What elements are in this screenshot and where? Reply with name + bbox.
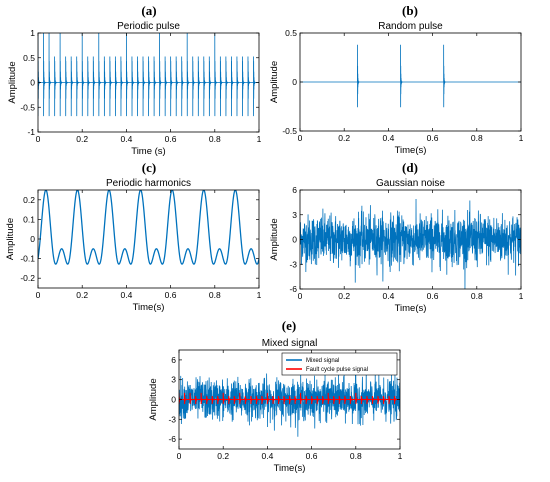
y-tick-label: 0 — [30, 78, 35, 88]
x-tick-label: 0.8 — [350, 451, 362, 461]
x-tick-label: 0 — [177, 451, 182, 461]
x-tick-label: 0.6 — [165, 134, 177, 144]
y-axis-label: Amplitude — [7, 61, 18, 103]
x-tick-label: 0.2 — [338, 133, 350, 143]
series-line — [300, 44, 521, 108]
plot-area — [38, 190, 259, 265]
panel-label: (b) — [402, 3, 418, 18]
y-tick-label: 3 — [292, 210, 297, 220]
legend-box — [281, 352, 398, 376]
x-tick-label: 1 — [257, 134, 262, 144]
chart-title: Mixed signal — [262, 338, 318, 349]
series-line — [300, 198, 521, 289]
plot-area — [179, 369, 400, 437]
x-tick-label: 0.4 — [382, 133, 394, 143]
plot-area — [300, 198, 521, 289]
x-tick-label: 1 — [519, 291, 524, 301]
x-tick-label: 0.2 — [76, 290, 88, 300]
x-axis-label: Time(s) — [274, 463, 306, 474]
x-axis-label: Time(s) — [395, 303, 427, 314]
y-tick-label: -0.5 — [20, 102, 35, 112]
y-tick-label: 0 — [171, 395, 176, 405]
legend-entry: Mixed signal — [306, 358, 339, 364]
x-tick-label: 0.6 — [306, 451, 318, 461]
panel-label: (c) — [142, 160, 156, 175]
panel-e: (e) Mixed signal 0 0.2 0.4 0.6 0.8 1 -6 -3 0 3 6 Time… — [148, 318, 403, 474]
x-tick-label: 0.8 — [471, 133, 483, 143]
y-tick-label: -0.2 — [20, 273, 35, 283]
x-tick-label: 0.6 — [427, 133, 439, 143]
x-tick-label: 0.8 — [209, 290, 221, 300]
chart-title: Periodic harmonics — [106, 178, 191, 189]
y-tick-label: -3 — [168, 414, 176, 424]
chart-title: Periodic pulse — [117, 21, 180, 32]
y-axis-label: Amplitude — [148, 378, 159, 420]
y-tick-label: -1 — [27, 127, 35, 137]
y-axis-label: Amplitude — [5, 218, 16, 260]
x-tick-label: 0 — [298, 133, 303, 143]
series-line-1 — [179, 392, 400, 404]
x-axis-label: Time(s) — [395, 145, 427, 156]
y-axis-label: Amplitude — [269, 61, 280, 103]
panel-label: (a) — [141, 3, 156, 18]
x-tick-label: 0 — [36, 290, 41, 300]
x-tick-label: 1 — [519, 133, 524, 143]
y-tick-label: -6 — [168, 434, 176, 444]
x-tick-label: 0 — [36, 134, 41, 144]
panel-d: (d) Gaussian noise 0 0.2 0.4 0.6 0.8 1 -6 -3 0 3 6 Ti… — [269, 160, 524, 314]
x-tick-label: 1 — [257, 290, 262, 300]
x-tick-label: 0 — [298, 291, 303, 301]
y-tick-label: 0.2 — [23, 195, 35, 205]
chart-title: Random pulse — [378, 21, 443, 32]
y-tick-label: 6 — [171, 355, 176, 365]
y-tick-label: 3 — [171, 375, 176, 385]
series-line — [38, 190, 259, 265]
panel-c: (c) Periodic harmonics 0 0.2 0.4 0.6 0.8 1 -0.2 -… — [5, 160, 262, 313]
chart-title: Gaussian noise — [376, 178, 445, 189]
panel-label: (d) — [402, 160, 418, 175]
y-tick-label: 0 — [30, 234, 35, 244]
x-tick-label: 0.4 — [261, 451, 273, 461]
x-tick-label: 1 — [398, 451, 403, 461]
series-line-0 — [179, 369, 400, 437]
x-tick-label: 0.4 — [120, 134, 132, 144]
y-tick-label: 0 — [292, 77, 297, 87]
x-tick-label: 0.6 — [427, 291, 439, 301]
x-tick-label: 0.2 — [338, 291, 350, 301]
y-tick-label: -3 — [289, 259, 297, 269]
y-tick-label: -0.5 — [282, 126, 297, 136]
y-tick-label: 0.5 — [285, 28, 297, 38]
y-tick-label: 1 — [30, 28, 35, 38]
y-tick-label: 6 — [292, 185, 297, 195]
series-line — [38, 33, 259, 117]
y-tick-label: 0.5 — [23, 53, 35, 63]
x-tick-label: 0.4 — [120, 290, 132, 300]
plot-area — [38, 33, 259, 117]
x-tick-label: 0.4 — [382, 291, 394, 301]
legend: Mixed signal Fault cycle pulse signal — [281, 352, 398, 376]
plot-area — [300, 44, 521, 108]
x-tick-label: 0.8 — [209, 134, 221, 144]
x-axis-label: Time(s) — [133, 302, 165, 313]
x-tick-label: 0.6 — [165, 290, 177, 300]
y-tick-label: -6 — [289, 284, 297, 294]
x-tick-label: 0.2 — [76, 134, 88, 144]
x-tick-label: 0.8 — [471, 291, 483, 301]
panel-a: (a) Periodic pulse 0 0.2 0.4 0.6 0.8 1 -1 -0.5 0 0.… — [7, 3, 262, 157]
legend-entry: Fault cycle pulse signal — [306, 367, 368, 373]
y-axis-label: Amplitude — [269, 218, 280, 260]
x-tick-label: 0.2 — [217, 451, 229, 461]
y-tick-label: -0.1 — [20, 254, 35, 264]
x-axis-label: Time (s) — [131, 146, 165, 157]
y-tick-label: 0.1 — [23, 214, 35, 224]
y-tick-label: 0 — [292, 235, 297, 245]
panel-label: (e) — [282, 318, 296, 333]
